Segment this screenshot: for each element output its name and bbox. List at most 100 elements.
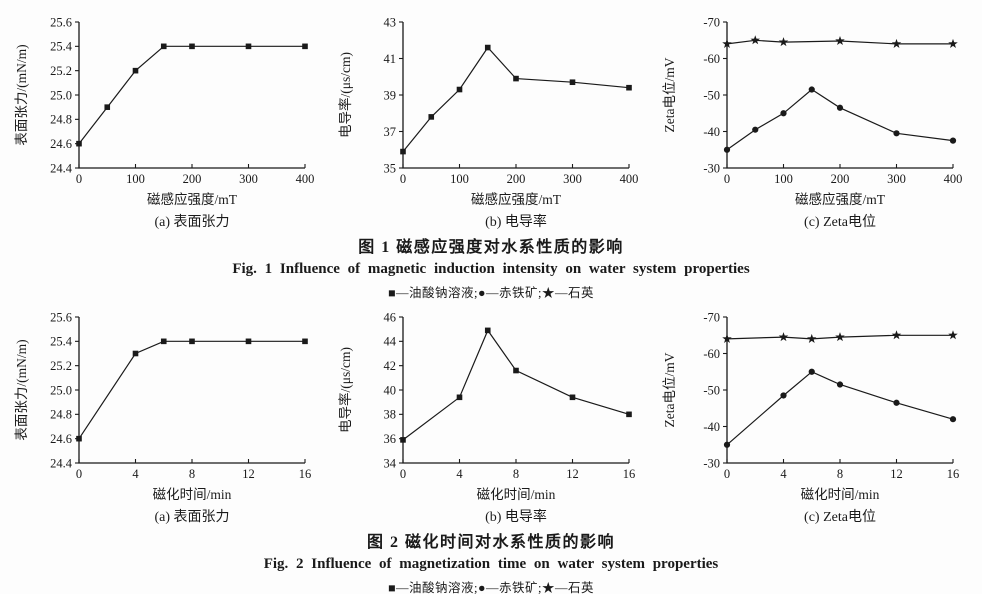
svg-text:300: 300	[563, 172, 582, 186]
svg-text:电导率/(μs/cm): 电导率/(μs/cm)	[337, 52, 353, 138]
svg-text:46: 46	[384, 310, 397, 324]
svg-text:400: 400	[296, 172, 315, 186]
svg-text:42: 42	[384, 359, 397, 373]
svg-text:磁化时间/min: 磁化时间/min	[153, 487, 232, 502]
svg-text:磁化时间/min: 磁化时间/min	[477, 487, 556, 502]
svg-text:(b) 电导率: (b) 电导率	[485, 508, 547, 525]
svg-text:磁感应强度/mT: 磁感应强度/mT	[795, 191, 886, 207]
figure-1-block: 0 100 200 300 400 24.4 24.6 24.8 25.0 25.2 25.4 25.…	[0, 8, 982, 301]
svg-text:0: 0	[724, 467, 730, 481]
svg-text:-60: -60	[703, 52, 720, 66]
svg-text:(a) 表面张力: (a) 表面张力	[154, 214, 229, 230]
svg-text:25.2: 25.2	[50, 359, 72, 373]
svg-text:8: 8	[513, 467, 519, 481]
svg-text:磁感应强度/mT: 磁感应强度/mT	[471, 191, 562, 207]
svg-text:12: 12	[890, 467, 903, 481]
chart-fig2b-conductivity: 0 4 8 12 16 34 36 38 40 42 44 46 电导率/(μs/cm) 磁化时间/min…	[337, 303, 645, 527]
chart-fig1c-zeta-potential: 0 100 200 300 400 -30 -40 -50 -60 -70 Zeta电位/mV 磁感应…	[661, 8, 969, 232]
svg-text:25.2: 25.2	[50, 64, 72, 78]
svg-text:0: 0	[76, 467, 82, 481]
figure-1-charts-row: 0 100 200 300 400 24.4 24.6 24.8 25.0 25.2 25.4 25.…	[0, 8, 982, 232]
svg-text:400: 400	[944, 172, 963, 186]
fig2a-surface-tension-plot: 0 4 8 12 16 24.4 24.6 24.8 25.0 25.2 25.4 25.6 表面张力/…	[14, 310, 311, 525]
svg-text:-40: -40	[703, 125, 720, 139]
svg-text:39: 39	[384, 88, 397, 102]
svg-text:25.6: 25.6	[50, 15, 72, 29]
svg-text:24.6: 24.6	[50, 432, 72, 446]
svg-text:24.8: 24.8	[50, 408, 72, 422]
svg-text:24.4: 24.4	[50, 161, 73, 175]
svg-text:37: 37	[384, 125, 397, 139]
fig1a-surface-tension-plot: 0 100 200 300 400 24.4 24.6 24.8 25.0 25.2 25.4 25.…	[14, 15, 315, 230]
chart-fig2c-zeta-potential: 0 4 8 12 16 -30 -40 -50 -60 -70 Zeta电位/mV 磁化时间/min (…	[661, 303, 969, 527]
svg-text:100: 100	[450, 172, 469, 186]
svg-text:34: 34	[384, 456, 397, 470]
svg-text:200: 200	[507, 172, 526, 186]
svg-text:8: 8	[837, 467, 843, 481]
svg-text:100: 100	[774, 172, 793, 186]
svg-text:25.0: 25.0	[50, 88, 72, 102]
fig1c-zeta-potential-plot: 0 100 200 300 400 -30 -40 -50 -60 -70 Zeta电位/mV 磁感应…	[662, 15, 963, 230]
svg-text:-30: -30	[703, 161, 720, 175]
svg-text:表面张力/(mN/m): 表面张力/(mN/m)	[14, 44, 29, 145]
svg-text:Zeta电位/mV: Zeta电位/mV	[662, 57, 677, 132]
fig2c-zeta-potential-plot: 0 4 8 12 16 -30 -40 -50 -60 -70 Zeta电位/mV 磁化时间/min (…	[662, 310, 960, 525]
svg-text:(b) 电导率: (b) 电导率	[485, 213, 547, 230]
svg-text:16: 16	[947, 467, 960, 481]
svg-text:35: 35	[384, 161, 397, 175]
figure-2-caption-en: Fig. 2 Influence of magnetization time o…	[263, 556, 719, 572]
svg-text:300: 300	[887, 172, 906, 186]
svg-text:磁感应强度/mT: 磁感应强度/mT	[147, 191, 238, 207]
svg-text:25.6: 25.6	[50, 310, 72, 324]
svg-text:磁化时间/min: 磁化时间/min	[801, 487, 880, 502]
svg-text:44: 44	[384, 335, 397, 349]
svg-text:200: 200	[831, 172, 850, 186]
svg-text:100: 100	[126, 172, 145, 186]
svg-text:-50: -50	[703, 383, 720, 397]
figure-2-legend: ■—油酸钠溶液;●—赤铁矿;★—石英	[387, 581, 595, 594]
svg-text:38: 38	[384, 408, 397, 422]
svg-text:4: 4	[132, 467, 139, 481]
fig2b-conductivity-plot: 0 4 8 12 16 34 36 38 40 42 44 46 电导率/(μs/cm) 磁化时间/min…	[337, 310, 636, 525]
figure-2-caption-zh: 图 2 磁化时间对水系性质的影响	[366, 534, 615, 551]
svg-text:-40: -40	[703, 420, 720, 434]
svg-text:0: 0	[400, 172, 406, 186]
svg-text:-30: -30	[703, 456, 720, 470]
svg-text:0: 0	[400, 467, 406, 481]
svg-text:表面张力/(mN/m): 表面张力/(mN/m)	[14, 339, 29, 440]
svg-text:0: 0	[76, 172, 82, 186]
svg-text:300: 300	[239, 172, 258, 186]
svg-text:12: 12	[242, 467, 255, 481]
svg-text:0: 0	[724, 172, 730, 186]
svg-text:(c) Zeta电位: (c) Zeta电位	[804, 214, 876, 230]
figure-2-block: 0 4 8 12 16 24.4 24.6 24.8 25.0 25.2 25.4 25.6 表面张力/…	[0, 303, 982, 594]
svg-text:40: 40	[384, 383, 397, 397]
svg-text:(c) Zeta电位: (c) Zeta电位	[804, 509, 876, 525]
svg-text:4: 4	[780, 467, 787, 481]
chart-fig1b-conductivity: 0 100 200 300 400 35 37 39 41 43 电导率/(μs/cm) 磁感应强度/…	[337, 8, 645, 232]
svg-text:-60: -60	[703, 347, 720, 361]
svg-text:-50: -50	[703, 88, 720, 102]
svg-text:-70: -70	[703, 15, 720, 29]
svg-text:24.4: 24.4	[50, 456, 73, 470]
svg-text:(a) 表面张力: (a) 表面张力	[154, 509, 229, 525]
svg-text:4: 4	[456, 467, 463, 481]
chart-fig1a-surface-tension: 0 100 200 300 400 24.4 24.6 24.8 25.0 25.2 25.4 25.…	[13, 8, 321, 232]
svg-text:24.8: 24.8	[50, 113, 72, 127]
fig1b-conductivity-plot: 0 100 200 300 400 35 37 39 41 43 电导率/(μs/cm) 磁感应强度/…	[337, 15, 639, 230]
svg-text:25.4: 25.4	[50, 40, 73, 54]
svg-text:41: 41	[384, 52, 397, 66]
svg-text:24.6: 24.6	[50, 137, 72, 151]
svg-text:25.4: 25.4	[50, 335, 73, 349]
svg-text:400: 400	[620, 172, 639, 186]
figure-1-caption-zh: 图 1 磁感应强度对水系性质的影响	[358, 239, 624, 256]
svg-text:12: 12	[566, 467, 579, 481]
svg-text:-70: -70	[703, 310, 720, 324]
svg-text:36: 36	[384, 432, 397, 446]
figure-2-charts-row: 0 4 8 12 16 24.4 24.6 24.8 25.0 25.2 25.4 25.6 表面张力/…	[0, 303, 982, 527]
svg-text:16: 16	[623, 467, 636, 481]
figure-1-legend: ■—油酸钠溶液;●—赤铁矿;★—石英	[387, 286, 595, 300]
svg-text:Zeta电位/mV: Zeta电位/mV	[662, 352, 677, 427]
svg-text:电导率/(μs/cm): 电导率/(μs/cm)	[337, 347, 353, 433]
